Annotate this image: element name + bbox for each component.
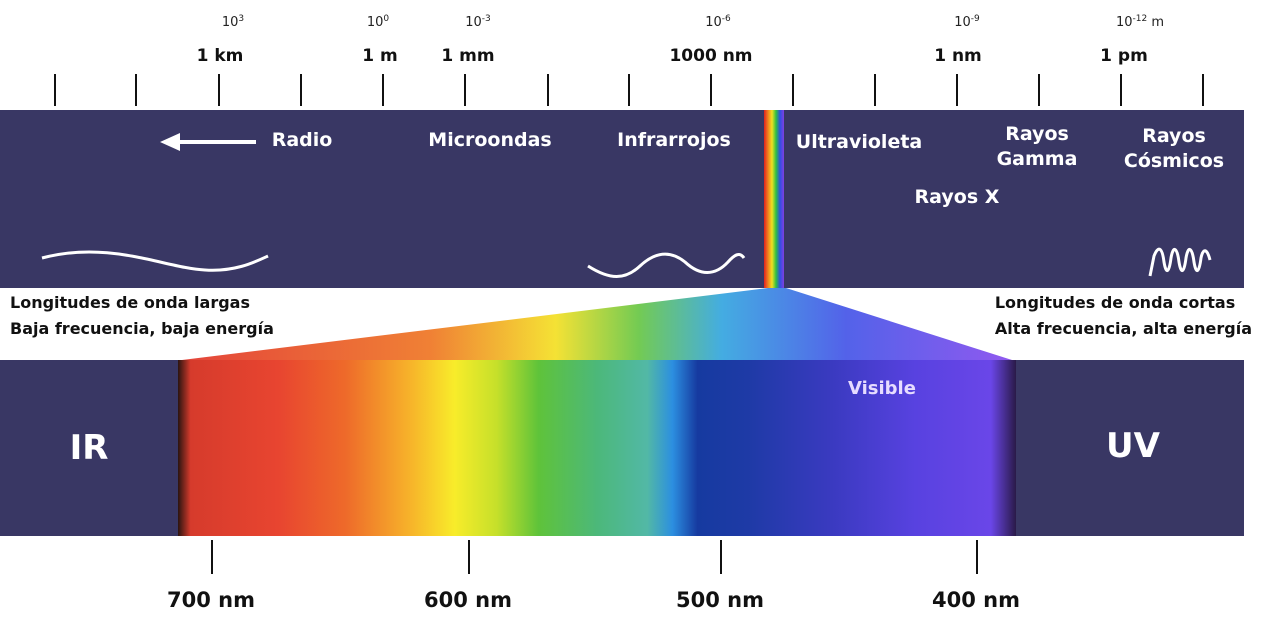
band-gamma: Rayos Gamma <box>996 123 1078 170</box>
short-wavelength-note: Longitudes de onda cortas Alta frecuencia… <box>994 293 1252 338</box>
band-microwave: Microondas <box>428 129 552 151</box>
scale-tick <box>382 74 384 106</box>
scale-tick <box>135 74 137 106</box>
scale-unit-km: 1 km <box>196 46 244 66</box>
scale-tick <box>710 74 712 106</box>
band-infrared: Infrarrojos <box>617 129 731 151</box>
scale-tick <box>792 74 794 106</box>
scale-tick <box>874 74 876 106</box>
wavelength-tick <box>720 540 722 574</box>
wavelength-500nm: 500 nm <box>676 588 764 612</box>
scale-exponent-1e-6: 10-6 <box>705 14 731 30</box>
visible-spectrum-strip <box>178 360 1016 536</box>
scale-tick <box>1120 74 1122 106</box>
wavelength-600nm: 600 nm <box>424 588 512 612</box>
scale-tick <box>1038 74 1040 106</box>
scale-tick <box>956 74 958 106</box>
visible-label: Visible <box>848 378 916 399</box>
wavelength-tick <box>468 540 470 574</box>
ir-label: IR <box>69 428 109 468</box>
left-arrow-icon <box>160 133 180 151</box>
scale-unit-pm: 1 pm <box>1100 46 1148 66</box>
scale-tick <box>218 74 220 106</box>
band-radio: Radio <box>271 129 333 151</box>
scale-exponent-1e-12: 10-12 m <box>1115 14 1165 30</box>
wavelength-tick <box>211 540 213 574</box>
scale-exponent-1e0: 100 <box>366 14 390 30</box>
uv-label: UV <box>1106 426 1160 466</box>
visible-slit <box>764 110 784 288</box>
short-wave-icon <box>1148 247 1212 277</box>
long-wavelength-note: Longitudes de onda largas Baja frecuencia… <box>10 293 274 338</box>
scale-exponent-1e-3: 10-3 <box>465 14 491 30</box>
wavelength-tick <box>976 540 978 574</box>
medium-wave-icon <box>587 252 746 278</box>
scale-tick <box>1202 74 1204 106</box>
scale-exponent-1e-9: 10-9 <box>954 14 980 30</box>
scale-exponent-1e3: 103 <box>221 14 245 30</box>
scale-tick <box>547 74 549 106</box>
long-wave-icon <box>41 250 269 272</box>
scale-tick <box>54 74 56 106</box>
wavelength-400nm: 400 nm <box>932 588 1020 612</box>
scale-unit-m: 1 m <box>362 46 398 66</box>
scale-tick <box>628 74 630 106</box>
scale-unit-nm: 1 nm <box>934 46 982 66</box>
visible-fan <box>182 288 1012 360</box>
scale-tick <box>300 74 302 106</box>
spectrum-band <box>0 110 1244 288</box>
band-cosmic: Rayos Cósmicos <box>1123 125 1225 172</box>
wavelength-700nm: 700 nm <box>167 588 255 612</box>
band-xray: Rayos X <box>914 186 1000 208</box>
scale-tick <box>464 74 466 106</box>
band-ultraviolet: Ultravioleta <box>795 131 923 153</box>
scale-unit-mm: 1 mm <box>441 46 495 66</box>
scale-unit-1000nm: 1000 nm <box>669 46 753 66</box>
